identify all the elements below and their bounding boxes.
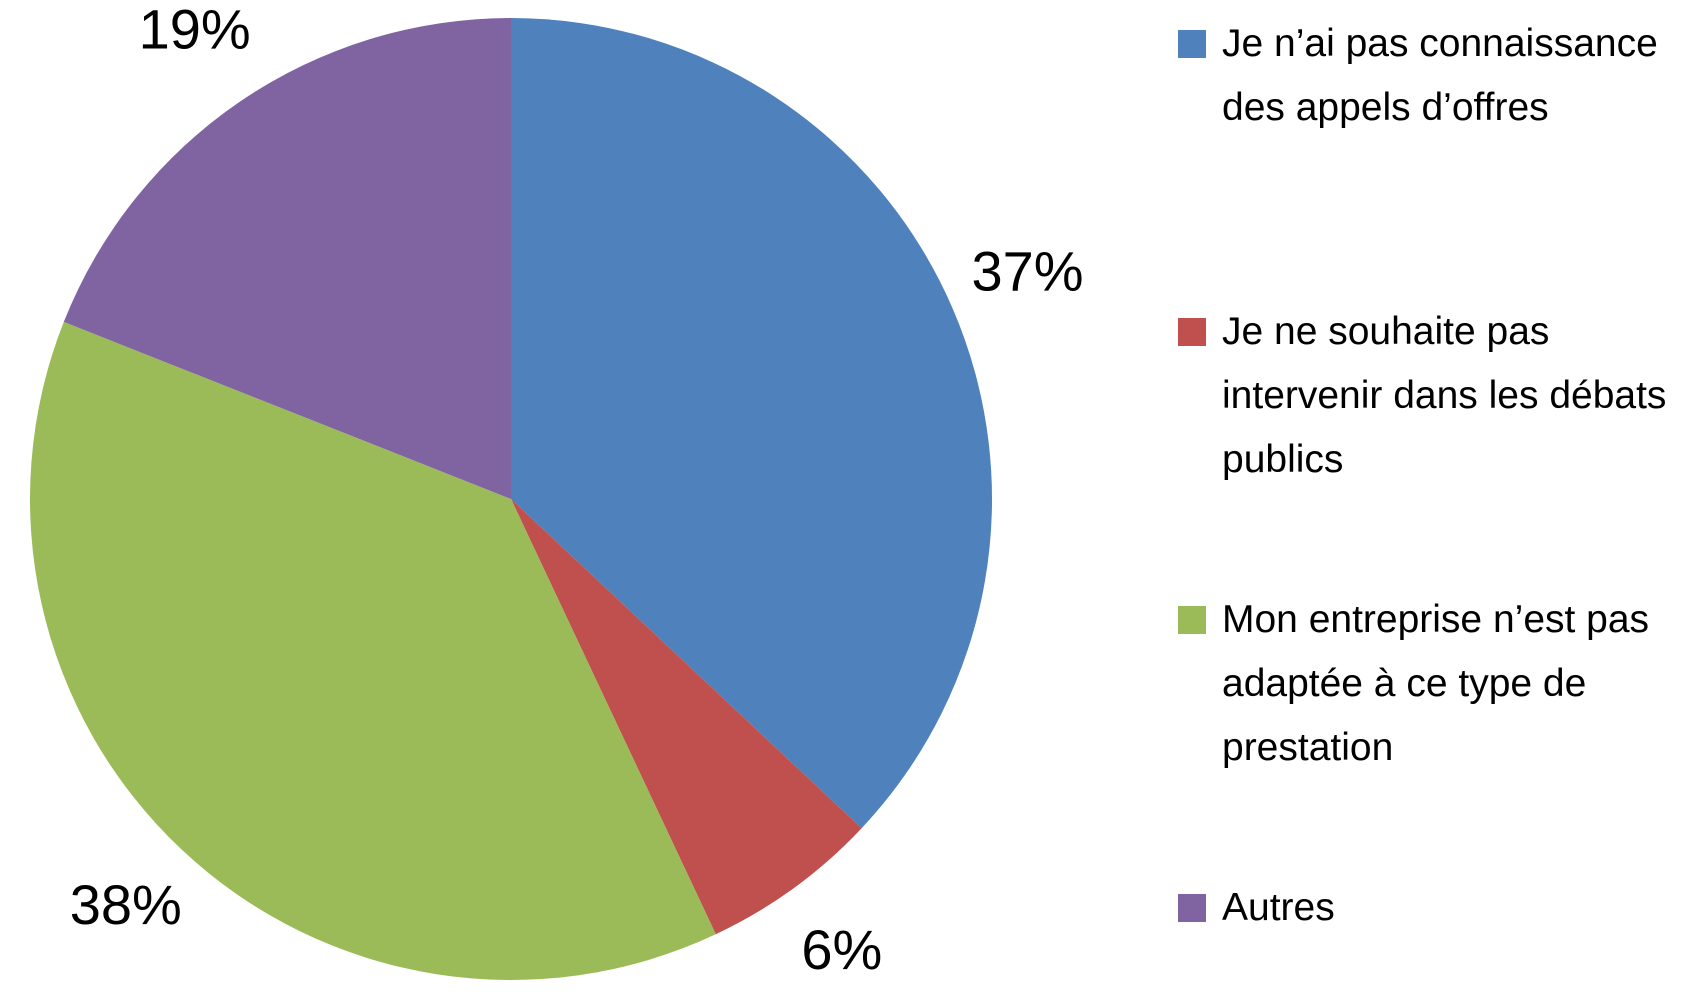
legend-swatch [1178, 318, 1206, 346]
legend-swatch [1178, 30, 1206, 58]
data-label: 19% [139, 0, 251, 60]
pie-slice [511, 499, 862, 935]
legend-label: Je n’ai pas connaissance des appels d’of… [1222, 22, 1658, 129]
legend-entry: Mon entreprise n’est pas adaptée à ce ty… [1178, 588, 1692, 780]
legend-swatch [1178, 606, 1206, 634]
legend-entry: Autres [1178, 876, 1692, 940]
pie-slice [511, 18, 992, 829]
data-label: 38% [70, 873, 182, 936]
legend-entry: Je n’ai pas connaissance des appels d’of… [1178, 12, 1692, 140]
legend-label: Je ne souhaite pas intervenir dans les d… [1222, 310, 1667, 481]
legend-label: Autres [1222, 886, 1335, 929]
pie-slice [63, 18, 511, 499]
data-label: 37% [971, 239, 1083, 302]
legend-entry: Je ne souhaite pas intervenir dans les d… [1178, 300, 1692, 492]
pie-slice [30, 321, 716, 981]
legend-label: Mon entreprise n’est pas adaptée à ce ty… [1222, 598, 1650, 769]
data-label: 6% [801, 918, 882, 981]
legend-swatch [1178, 894, 1206, 922]
